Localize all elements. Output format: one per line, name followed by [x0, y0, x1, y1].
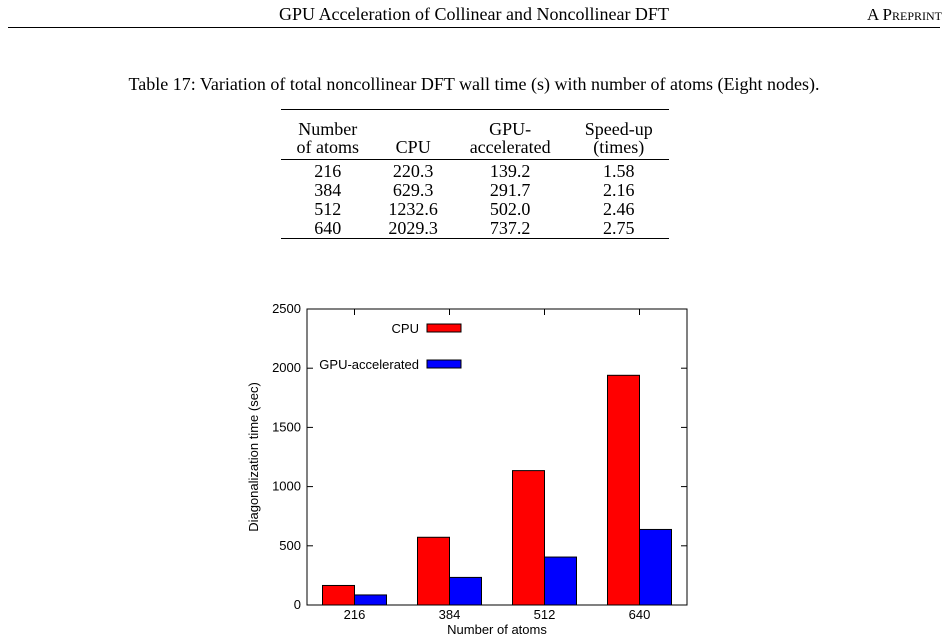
y-tick-label: 2500 [272, 301, 301, 316]
y-tick-label: 0 [294, 597, 301, 612]
column-header-text: accelerated [469, 137, 551, 157]
y-tick-label: 2000 [272, 360, 301, 375]
table-cell: 2029.3 [388, 218, 438, 238]
table-row: 640 2029.3 737.2 2.75 [281, 219, 669, 239]
bar-chart-svg: 0 500 1000 1500 2000 2500 216 384 512 640 Number o… [246, 301, 688, 637]
bar-gpu-accelerated [544, 556, 577, 606]
table-cell: 640 [314, 218, 342, 238]
bar-cpu [322, 584, 355, 606]
table-row: 512 1232.6 502.0 2.46 [281, 200, 669, 219]
column-header-text: Number [298, 119, 358, 139]
paper-running-title: GPU Acceleration of Collinear and Noncol… [279, 4, 669, 24]
bar-cpu [607, 374, 640, 606]
table-cell: 291.7 [489, 180, 531, 200]
bar-cpu [417, 536, 450, 606]
table-cell: 216 [314, 161, 342, 181]
table-cell: 502.0 [489, 199, 531, 219]
legend-swatch [426, 323, 462, 333]
bar-gpu-accelerated [639, 528, 672, 606]
plot-frame [306, 308, 688, 606]
bar-chart: 0 500 1000 1500 2000 2500 216 384 512 640 Number o… [230, 296, 700, 641]
table-row: 384 629.3 291.7 2.16 [281, 181, 669, 200]
table-cell: 139.2 [489, 161, 531, 181]
x-axis-label: Number of atoms [447, 622, 547, 637]
table-caption: Table 17: Variation of total noncollinea… [128, 74, 820, 94]
table-cell: 512 [314, 199, 342, 219]
table-cell: 220.3 [392, 161, 434, 181]
bar-gpu-accelerated [354, 594, 387, 606]
x-tick-label: 512 [534, 607, 556, 622]
x-tick-label: 216 [344, 607, 366, 622]
results-table: Number of atoms CPU GPU-accelerated Speed… [281, 109, 669, 239]
legend-label: CPU [392, 321, 419, 336]
table-cell: 2.16 [603, 180, 635, 200]
column-header-text: Speed-up [584, 119, 653, 139]
header-rule [8, 27, 940, 28]
table-row: 216 220.3 139.2 1.58 [281, 160, 669, 182]
column-header: GPU-accelerated [452, 110, 569, 160]
table-header-row: Number of atoms CPU GPU-accelerated Speed… [281, 110, 669, 160]
y-tick-label: 1500 [272, 419, 301, 434]
y-tick-label: 500 [279, 538, 301, 553]
column-header-text: (times) [593, 137, 645, 157]
table-cell: 384 [314, 180, 342, 200]
table-cell: 2.75 [603, 218, 635, 238]
column-header: Number of atoms [281, 110, 375, 160]
preprint-tag: A Preprint [867, 5, 942, 25]
running-header: GPU Acceleration of Collinear and Noncol… [0, 0, 948, 28]
column-header-text: CPU [395, 137, 431, 157]
column-header-text: GPU- [489, 119, 532, 139]
legend-label: GPU-accelerated [319, 357, 419, 372]
column-header: Speed-up (times) [569, 110, 670, 160]
bar-cpu [512, 470, 545, 606]
legend-swatch [426, 359, 462, 369]
table-cell: 1232.6 [388, 199, 438, 219]
preprint-tag-text: A Preprint [866, 5, 942, 24]
table-cell: 1.58 [603, 161, 635, 181]
x-tick-label: 384 [439, 607, 461, 622]
table-cell: 629.3 [392, 180, 434, 200]
column-header-text: of atoms [296, 137, 360, 157]
y-axis-label: Diagonalization time (sec) [246, 382, 261, 532]
x-tick-label: 640 [629, 607, 651, 622]
table-body: 216 220.3 139.2 1.58 384 629.3 291.7 2.16 512 123… [281, 160, 669, 239]
column-header: CPU [375, 110, 452, 160]
y-tick-label: 1000 [272, 479, 301, 494]
bar-gpu-accelerated [449, 576, 482, 606]
table-cell: 737.2 [489, 218, 531, 238]
table-cell: 2.46 [603, 199, 635, 219]
